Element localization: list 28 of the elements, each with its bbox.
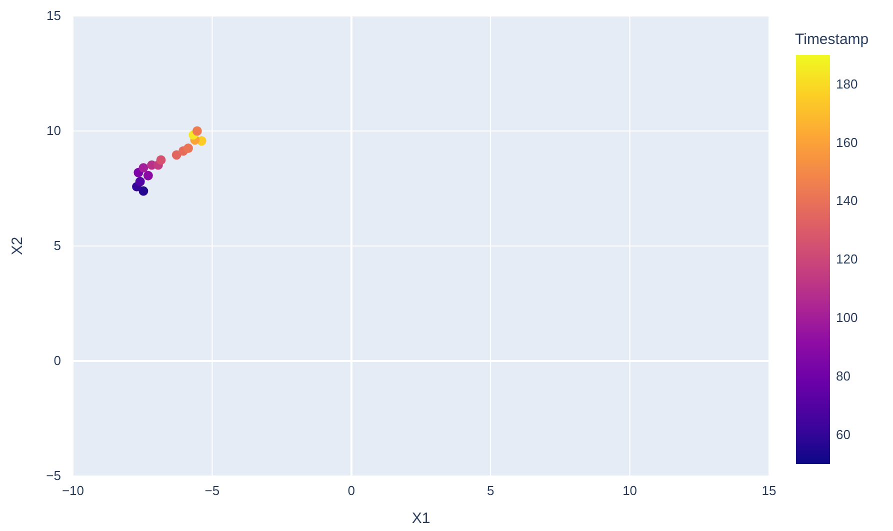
x-axis-title: X1 xyxy=(412,510,430,527)
y-tick-label: 5 xyxy=(54,238,61,254)
x-tick-label: −5 xyxy=(204,483,220,498)
point xyxy=(135,176,145,186)
y-tick-label: 15 xyxy=(46,8,61,24)
point xyxy=(184,144,193,153)
point xyxy=(192,126,202,136)
color-bar-label: 120 xyxy=(836,252,858,267)
color-bar-label: 160 xyxy=(836,134,858,150)
y-axis-title: X2 xyxy=(9,236,26,256)
x-tick-label: 10 xyxy=(622,483,638,498)
point xyxy=(138,186,148,196)
x-tick-label: 0 xyxy=(348,483,356,498)
color-bar-label: 100 xyxy=(836,310,858,326)
x-tick-label: −10 xyxy=(62,483,84,498)
color-bar-label: 140 xyxy=(836,193,858,208)
x-tick-label: 5 xyxy=(486,483,494,498)
color-bar-title: Timestamp xyxy=(795,31,869,48)
color-bar-label: 180 xyxy=(836,76,858,92)
x-tick-label: 15 xyxy=(762,483,776,498)
y-tick-label: 10 xyxy=(46,123,61,138)
y-tick-label: −5 xyxy=(46,468,61,484)
y-tick-label: 0 xyxy=(54,353,61,368)
color-bar-label: 60 xyxy=(836,426,850,442)
point xyxy=(143,170,153,180)
point xyxy=(156,155,166,165)
color-bar-label: 80 xyxy=(836,368,850,384)
point xyxy=(138,163,148,173)
